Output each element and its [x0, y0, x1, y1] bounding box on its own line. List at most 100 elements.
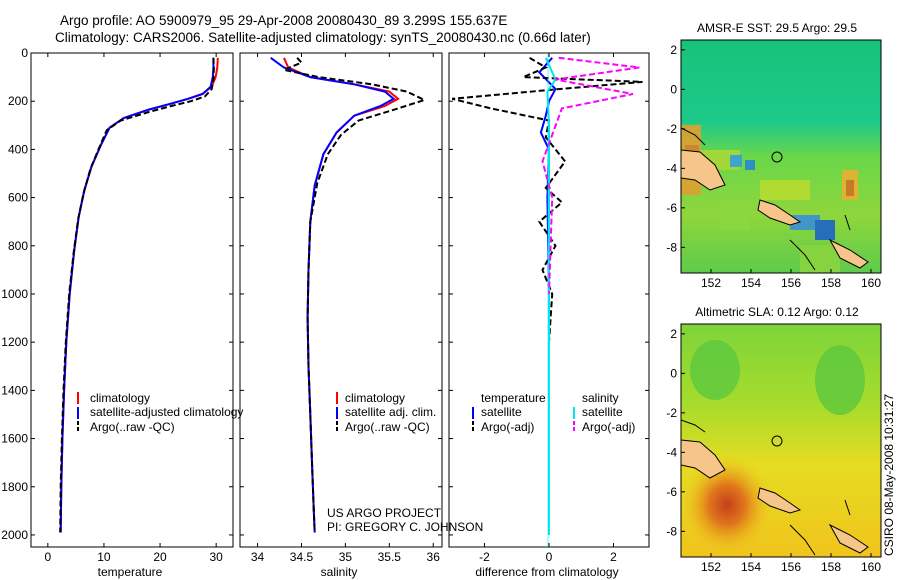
temperature-panel-frame: [30, 52, 234, 548]
map-y-tick-label: -2: [666, 122, 677, 136]
series-line-argo-raw-qc-: [280, 57, 428, 533]
map-y-tick-label: -4: [666, 161, 677, 175]
map-y-tick-label: 2: [670, 43, 677, 57]
map-x-tick-label: 158: [821, 276, 841, 290]
map-y-tick-label: -2: [666, 406, 677, 420]
y-tick-label: 2000: [1, 528, 28, 542]
x-tick-label: 30: [209, 550, 223, 564]
salinity-legend: climatology satellite adj. clim. Argo(..…: [336, 391, 436, 434]
y-tick-label: 400: [8, 142, 28, 156]
sla-land-bougainville: [828, 523, 869, 554]
figure-title-line1: Argo profile: AO 5900979_95 29-Apr-2008 …: [60, 13, 507, 28]
salinity-xlabel: salinity: [321, 565, 358, 579]
sla-map-axes: 152 154 156 158 160 -8 -6 -4 -2 0 2: [666, 327, 881, 574]
x-tick-label: 35: [339, 550, 353, 564]
map-x-tick-label: 158: [821, 560, 841, 574]
sst-map-frame: [680, 39, 882, 274]
legend-label-sal-argo: Argo(-adj): [582, 420, 635, 434]
sla-land-newbritain: [757, 487, 802, 514]
map-x-tick-label: 160: [861, 276, 881, 290]
sst-map-title: AMSR-E SST: 29.5 Argo: 29.5: [697, 21, 857, 35]
legend-label-argo: Argo(..raw -QC): [90, 420, 175, 434]
difference-legend: temperature salinity satellite Argo(-adj…: [472, 391, 635, 434]
x-tick-label: 34: [251, 550, 265, 564]
map-y-tick-label: -6: [666, 485, 677, 499]
salinity-series: [270, 56, 428, 533]
sla-coast-lines: [681, 419, 851, 556]
sst-map-axes: 152 154 156 158 160 -8 -6 -4 -2 0 2: [666, 43, 881, 290]
legend-label-argo: Argo(..raw -QC): [345, 420, 430, 434]
legend-label-climatology: climatology: [90, 391, 150, 405]
sla-map-title: Altimetric SLA: 0.12 Argo: 0.12: [695, 305, 859, 319]
y-tick-label: 1000: [1, 287, 28, 301]
map-x-tick-label: 154: [741, 560, 761, 574]
map-y-tick-label: 0: [670, 82, 677, 96]
temperature-axes: 0 10 20 30 0 200 400 600 800 1000 1200 1400 1600 1800…: [1, 46, 233, 564]
map-y-tick-label: 0: [670, 366, 677, 380]
y-tick-label: 1800: [1, 480, 28, 494]
legend-group-salinity: salinity: [582, 391, 619, 405]
sst-land-newbritain: [757, 199, 802, 226]
series-line-satellite-adjusted-climatology: [59, 57, 215, 533]
legend-label-satellite-adjusted: satellite-adjusted climatology: [90, 405, 243, 419]
series-line-argo-adj--salinity: [541, 56, 640, 295]
y-tick-label: 200: [8, 94, 28, 108]
x-tick-label: -2: [479, 550, 490, 564]
figure-title-line2: Climatology: CARS2006. Satellite-adjuste…: [55, 30, 591, 45]
x-tick-label: 34.5: [290, 550, 314, 564]
y-tick-label: 600: [8, 191, 28, 205]
sst-argo-marker: [771, 151, 783, 163]
map-y-tick-label: -8: [666, 240, 677, 254]
sla-argo-marker: [771, 435, 783, 447]
sst-land-png: [681, 149, 726, 191]
sla-land-png: [681, 439, 726, 479]
legend-label-sal-satellite: satellite: [582, 405, 623, 419]
y-tick-label: 1400: [1, 383, 28, 397]
series-line-climatology: [59, 57, 219, 533]
difference-series: [451, 56, 643, 535]
temperature-legend: climatology satellite-adjusted climatolo…: [77, 391, 243, 434]
sla-hot-spot: [682, 455, 772, 555]
x-tick-label: 0: [44, 550, 51, 564]
x-tick-label: 20: [153, 550, 167, 564]
x-tick-label: 2: [610, 550, 617, 564]
pi-credit: PI: GREGORY C. JOHNSON: [327, 520, 483, 534]
legend-label-temp-argo: Argo(-adj): [481, 420, 534, 434]
x-tick-label: 36: [427, 550, 441, 564]
difference-axes: -2 0 2: [449, 52, 649, 564]
difference-xlabel: difference from climatology: [475, 565, 618, 579]
y-tick-label: 1600: [1, 432, 28, 446]
salinity-panel-frame: [239, 52, 443, 548]
sla-map-frame: [680, 323, 882, 558]
x-tick-label: 10: [97, 550, 111, 564]
sst-coast-lines: [681, 127, 851, 271]
y-tick-label: 0: [21, 46, 28, 60]
salinity-axes: 34 34.5 35 35.5 36: [240, 52, 442, 564]
map-x-tick-label: 156: [781, 276, 801, 290]
legend-group-temperature: temperature: [481, 391, 546, 405]
sla-green-lobe-1: [690, 340, 740, 400]
csiro-timestamp: CSIRO 08-May-2008 10:31:27: [882, 394, 896, 556]
map-y-tick-label: -6: [666, 201, 677, 215]
map-x-tick-label: 160: [861, 560, 881, 574]
series-line-argo-raw-qc-: [59, 57, 215, 533]
sla-map: [681, 324, 881, 557]
temperature-xlabel: temperature: [98, 565, 163, 579]
map-x-tick-label: 156: [781, 560, 801, 574]
x-tick-label: 0: [546, 550, 553, 564]
legend-label-satellite-adj: satellite adj. clim.: [345, 405, 436, 419]
project-credit: US ARGO PROJECT: [327, 506, 442, 520]
map-y-tick-label: 2: [670, 327, 677, 341]
map-y-tick-label: -4: [666, 445, 677, 459]
sla-green-lobe-2: [815, 345, 865, 415]
map-y-tick-label: -8: [666, 524, 677, 538]
map-x-tick-label: 152: [701, 560, 721, 574]
map-x-tick-label: 154: [741, 276, 761, 290]
x-tick-label: 35.5: [378, 550, 402, 564]
legend-label-climatology: climatology: [345, 391, 405, 405]
map-x-tick-label: 152: [701, 276, 721, 290]
y-tick-label: 1200: [1, 335, 28, 349]
temperature-series: [59, 57, 219, 533]
legend-label-temp-satellite: satellite: [481, 405, 522, 419]
